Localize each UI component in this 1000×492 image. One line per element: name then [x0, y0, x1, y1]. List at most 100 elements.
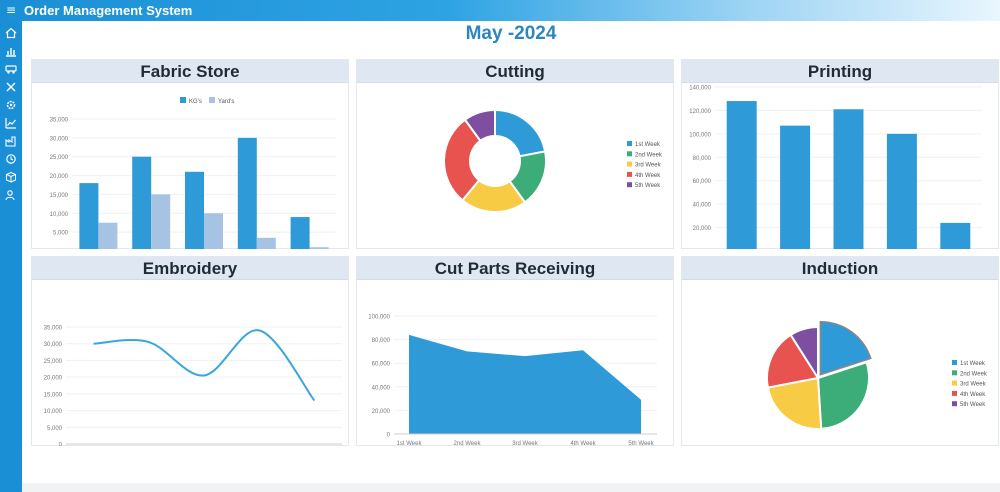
pie-slice: [789, 325, 819, 382]
gear-icon[interactable]: [5, 99, 17, 111]
panel-title: Printing: [682, 60, 998, 83]
bar: [940, 222, 971, 249]
cutting-chart: 1st Week 2nd Week 3rd Week 4th Week 5th Week: [443, 108, 663, 213]
bar: [886, 133, 917, 249]
series-area: [409, 334, 641, 434]
pie-slice: [816, 360, 870, 430]
panel-title: Fabric Store: [32, 60, 348, 83]
hamburger-icon[interactable]: ≡: [6, 3, 17, 17]
app-title: Order Management System: [24, 3, 193, 18]
x-tick-label: 2nd Week: [454, 441, 482, 446]
factory-icon[interactable]: [5, 135, 17, 147]
tools-icon[interactable]: [5, 81, 17, 93]
legend-swatch: [627, 141, 632, 146]
legend-label: 2nd Week: [960, 371, 988, 377]
panel-induction: Induction 1st Week 2nd Week 3rd Week 4th We…: [681, 256, 999, 446]
x-tick-label: 5th Week: [628, 441, 654, 446]
panel-title: Embroidery: [32, 257, 348, 280]
legend-label: 4th Week: [960, 392, 986, 398]
bar: [726, 101, 757, 249]
y-tick-label: 25,000: [50, 155, 69, 161]
y-tick-label: 60,000: [372, 362, 391, 368]
trend-icon[interactable]: [5, 117, 17, 129]
y-tick-label: 80,000: [693, 156, 712, 162]
x-tick-label: 4th Week: [570, 441, 596, 446]
embroidery-chart: 0 5,000 10,000 15,000 20,000 25,000 30,000 35,0…: [44, 326, 342, 447]
cycle-icon[interactable]: [5, 153, 17, 165]
x-tick-label: 1st Week: [397, 441, 423, 446]
y-tick-label: 40,000: [693, 203, 712, 209]
legend-label: 1st Week: [635, 142, 661, 148]
x-tick-label: 3rd Week: [512, 441, 539, 446]
induction-chart: 1st Week 2nd Week 3rd Week 4th Week 5th Week: [766, 321, 988, 430]
bar: [290, 217, 310, 249]
y-tick-label: 15,000: [44, 392, 63, 398]
legend-label: 5th Week: [960, 402, 986, 408]
page-title: May -2024: [465, 23, 557, 44]
y-tick-label: 10,000: [44, 409, 63, 415]
pie-slice: [463, 108, 496, 143]
panel-cut-parts-receiving: Cut Parts Receiving 0 20,000 40,000 60,000 8…: [356, 256, 674, 446]
y-tick-label: 0: [59, 443, 63, 447]
y-tick-label: 80,000: [372, 338, 391, 344]
y-tick-label: 30,000: [44, 342, 63, 348]
legend-swatch: [627, 171, 632, 177]
legend-swatch: [627, 161, 632, 167]
y-tick-label: 15,000: [50, 193, 69, 199]
panel-title: Cut Parts Receiving: [357, 257, 673, 280]
chart-bar-icon[interactable]: [5, 45, 17, 57]
y-tick-label: 20,000: [693, 226, 712, 232]
fabric-store-chart: 05,00010,00015,00020,00025,00030,00035,0…: [50, 97, 336, 249]
panel-fabric-store: Fabric Store 05,00010,00015,00020,00025,…: [31, 59, 349, 249]
bar: [132, 156, 152, 249]
home-icon[interactable]: [5, 27, 17, 39]
y-tick-label: 20,000: [50, 174, 69, 180]
cut-parts-chart: 0 20,000 40,000 60,000 80,000 100,000 1st Week…: [368, 315, 657, 446]
pie-slice: [766, 376, 823, 430]
box-icon[interactable]: [5, 171, 17, 183]
panel-embroidery: Embroidery 0 5,000 10,000 15,000 20,000 25,00…: [31, 256, 349, 446]
legend-label: 3rd Week: [960, 382, 987, 388]
pie-slice: [766, 333, 820, 389]
legend-swatch: [952, 370, 957, 376]
series-line: [93, 329, 316, 402]
bar: [237, 137, 257, 249]
y-tick-label: 5,000: [53, 231, 69, 237]
pie-slice: [819, 321, 872, 376]
legend-label: 4th Week: [635, 173, 661, 179]
pie-slice: [443, 118, 482, 202]
legend-swatch: [952, 390, 957, 396]
printing-chart: 020,00040,00060,00080,000100,000120,0001…: [689, 86, 982, 249]
pie-slice: [494, 108, 547, 158]
legend-swatch: [952, 360, 957, 365]
bar: [833, 109, 864, 249]
legend-label: KG's: [189, 99, 202, 105]
y-tick-label: 5,000: [47, 426, 63, 432]
bar: [780, 125, 811, 249]
panel-title: Cutting: [357, 60, 673, 83]
y-tick-label: 140,000: [689, 86, 711, 92]
bar: [79, 183, 99, 249]
legend-label: Yard's: [218, 99, 234, 105]
y-tick-label: 100,000: [689, 132, 711, 138]
y-tick-label: 100,000: [368, 315, 390, 321]
legend-swatch: [952, 380, 957, 386]
y-tick-label: 60,000: [693, 179, 712, 185]
bar: [204, 213, 223, 249]
legend-label: 5th Week: [635, 183, 661, 189]
y-tick-label: 35,000: [44, 326, 63, 332]
car-icon[interactable]: [5, 63, 17, 75]
y-tick-label: 20,000: [44, 376, 63, 382]
panel-cutting: Cutting 1st Week 2nd Week 3rd Week 4th Week…: [356, 59, 674, 249]
legend-swatch: [627, 182, 632, 188]
y-tick-label: 30,000: [50, 136, 69, 142]
y-tick-label: 0: [387, 433, 391, 439]
user-settings-icon[interactable]: [5, 189, 17, 201]
y-tick-label: 20,000: [372, 409, 391, 415]
y-tick-label: 25,000: [44, 359, 63, 365]
y-tick-label: 40,000: [372, 385, 391, 391]
legend-label: 1st Week: [960, 361, 986, 367]
sidebar: [0, 21, 22, 492]
legend-label: 3rd Week: [635, 163, 662, 169]
y-tick-label: 10,000: [50, 212, 69, 218]
